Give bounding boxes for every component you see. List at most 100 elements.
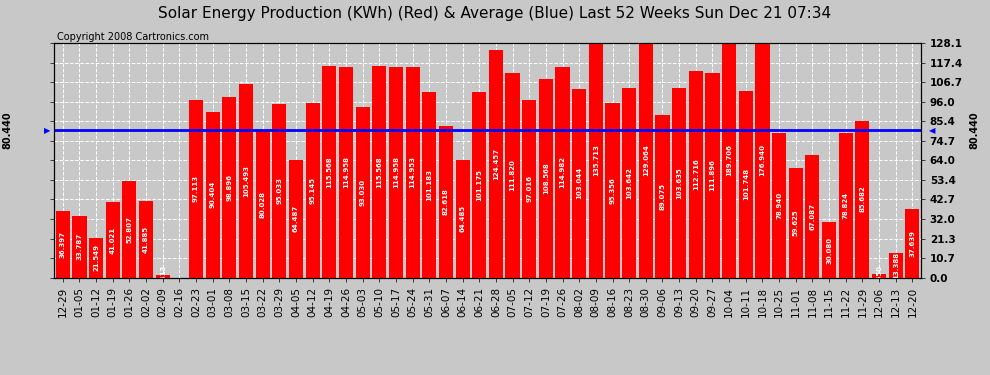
Bar — [155, 275, 170, 278]
Bar — [539, 79, 553, 278]
Text: 21.549: 21.549 — [93, 244, 99, 271]
Bar — [655, 114, 669, 278]
Text: 30.080: 30.080 — [826, 236, 832, 264]
Bar — [755, 0, 769, 278]
Bar — [489, 50, 503, 278]
Bar — [106, 202, 120, 278]
Text: 93.030: 93.030 — [359, 179, 365, 206]
Text: 82.618: 82.618 — [443, 189, 448, 215]
Text: 135.713: 135.713 — [593, 144, 599, 176]
Text: 41.021: 41.021 — [110, 226, 116, 254]
Text: Solar Energy Production (KWh) (Red) & Average (Blue) Last 52 Weeks Sun Dec 21 07: Solar Energy Production (KWh) (Red) & Av… — [158, 6, 832, 21]
Text: 112.716: 112.716 — [693, 159, 699, 190]
Text: 1.413: 1.413 — [159, 265, 165, 287]
Bar — [372, 66, 386, 278]
Bar — [622, 88, 637, 278]
Text: 52.807: 52.807 — [127, 216, 133, 243]
Bar — [722, 0, 737, 278]
Text: 105.493: 105.493 — [243, 165, 249, 197]
Text: 80.028: 80.028 — [259, 191, 265, 218]
Text: 33.787: 33.787 — [76, 233, 82, 260]
Text: 176.940: 176.940 — [759, 144, 765, 176]
Bar — [289, 159, 303, 278]
Text: 80.440: 80.440 — [2, 111, 12, 149]
Text: 37.639: 37.639 — [910, 230, 916, 256]
Bar — [739, 92, 752, 278]
Bar — [772, 133, 786, 278]
Text: 111.820: 111.820 — [510, 159, 516, 191]
Bar — [872, 274, 886, 278]
Text: 124.457: 124.457 — [493, 148, 499, 180]
Text: ▶: ▶ — [45, 126, 50, 135]
Bar — [389, 67, 403, 278]
Text: 78.824: 78.824 — [842, 192, 848, 219]
Text: 101.175: 101.175 — [476, 169, 482, 201]
Bar — [406, 67, 420, 278]
Text: 111.896: 111.896 — [710, 159, 716, 191]
Bar — [606, 103, 620, 278]
Bar — [672, 88, 686, 278]
Text: 1.650: 1.650 — [876, 265, 882, 287]
Text: 115.568: 115.568 — [327, 156, 333, 188]
Bar — [89, 238, 103, 278]
Bar — [189, 100, 203, 278]
Bar — [839, 133, 852, 278]
Bar — [555, 67, 569, 278]
Text: 36.397: 36.397 — [59, 231, 65, 258]
Bar — [522, 100, 537, 278]
Text: 41.885: 41.885 — [144, 226, 149, 253]
Text: 115.568: 115.568 — [376, 156, 382, 188]
Bar — [306, 104, 320, 278]
Bar — [639, 41, 653, 278]
Bar — [706, 73, 720, 278]
Text: 101.183: 101.183 — [427, 169, 433, 201]
Bar — [72, 216, 86, 278]
Bar — [123, 181, 137, 278]
Bar — [55, 211, 70, 278]
Bar — [905, 209, 920, 278]
Bar — [339, 67, 353, 278]
Text: 98.896: 98.896 — [227, 174, 233, 201]
Text: 114.982: 114.982 — [559, 156, 565, 188]
Text: 90.404: 90.404 — [210, 181, 216, 209]
Text: 13.388: 13.388 — [893, 252, 899, 279]
Bar — [822, 222, 837, 278]
Bar — [789, 168, 803, 278]
Bar — [422, 92, 437, 278]
Text: 101.748: 101.748 — [742, 168, 748, 201]
Text: Copyright 2008 Cartronics.com: Copyright 2008 Cartronics.com — [57, 32, 210, 42]
Bar — [506, 73, 520, 278]
Bar — [805, 155, 820, 278]
Text: 64.485: 64.485 — [459, 205, 465, 232]
Text: 89.075: 89.075 — [659, 183, 665, 210]
Bar — [255, 131, 269, 278]
Bar — [689, 71, 703, 278]
Text: 80.440: 80.440 — [969, 111, 979, 149]
Text: 114.958: 114.958 — [343, 156, 349, 188]
Bar — [455, 159, 469, 278]
Bar — [206, 112, 220, 278]
Text: 129.064: 129.064 — [643, 144, 648, 176]
Text: 114.958: 114.958 — [393, 156, 399, 188]
Text: 59.625: 59.625 — [793, 210, 799, 236]
Bar — [322, 66, 337, 278]
Bar — [355, 107, 369, 278]
Bar — [855, 121, 869, 278]
Text: 95.145: 95.145 — [310, 177, 316, 204]
Text: 95.033: 95.033 — [276, 177, 282, 204]
Text: ◀: ◀ — [930, 126, 936, 135]
Bar — [239, 84, 253, 278]
Text: 189.706: 189.706 — [726, 144, 733, 176]
Text: 103.635: 103.635 — [676, 167, 682, 199]
Text: 114.953: 114.953 — [410, 156, 416, 188]
Bar — [223, 96, 237, 278]
Text: 67.087: 67.087 — [810, 202, 816, 229]
Text: 97.113: 97.113 — [193, 175, 199, 202]
Bar — [589, 29, 603, 278]
Text: 103.044: 103.044 — [576, 167, 582, 200]
Text: 108.568: 108.568 — [543, 162, 548, 194]
Bar — [889, 253, 903, 278]
Text: 64.487: 64.487 — [293, 205, 299, 232]
Text: 95.356: 95.356 — [610, 177, 616, 204]
Text: 78.940: 78.940 — [776, 192, 782, 219]
